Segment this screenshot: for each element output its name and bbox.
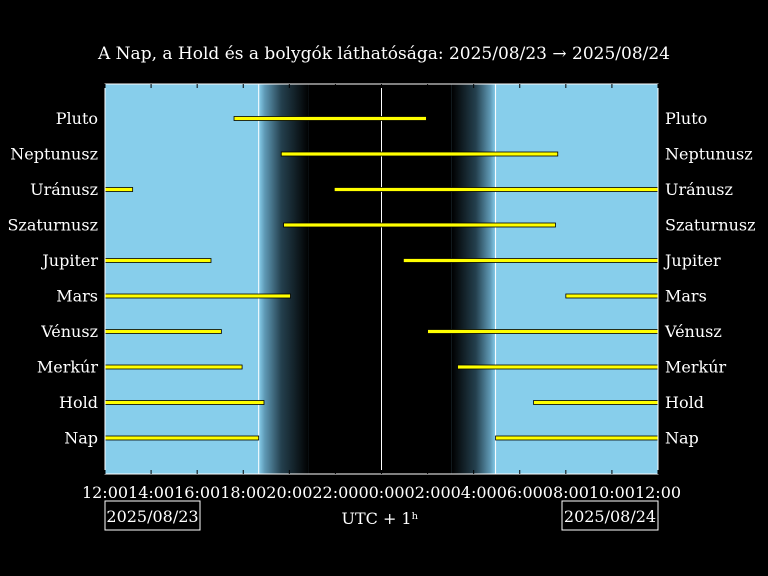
x-tick-label: 04:00 xyxy=(451,483,497,502)
date-label-left: 2025/08/23 xyxy=(104,500,201,531)
row-label-left: Szaturnusz xyxy=(7,216,98,235)
x-axis-label-text: UTC + 1ʰ xyxy=(341,509,418,528)
plot-area: Nap Nap Hold Hold Merkúr Merkúr Vénusz Vénusz Ma… xyxy=(7,83,756,502)
visibility-bar-vénusz-2 xyxy=(427,329,659,334)
row-label-right: Neptunusz xyxy=(665,145,753,164)
row-label-left: Jupiter xyxy=(40,251,98,270)
x-tick-label: 12:00 xyxy=(635,483,681,502)
chart-title: A Nap, a Hold és a bolygók láthatósága: … xyxy=(97,44,670,64)
row-label-right: Vénusz xyxy=(664,322,722,341)
twilight-dusk xyxy=(258,84,309,474)
visibility-bar-nap-1 xyxy=(104,435,260,441)
visibility-bar-hold-1 xyxy=(104,400,265,405)
visibility-bar-jupiter-2 xyxy=(402,258,659,263)
row-label-left: Uránusz xyxy=(30,180,98,199)
row-label-left: Hold xyxy=(59,393,98,412)
date-label-right: 2025/08/24 xyxy=(561,500,659,531)
row-label-left: Pluto xyxy=(56,109,98,128)
row-label-right: Merkúr xyxy=(665,358,727,377)
visibility-bar-uránusz-2 xyxy=(333,187,659,192)
x-tick-label: 00:00 xyxy=(358,483,404,502)
visibility-bar-uránusz-1 xyxy=(104,187,134,192)
x-tick-label: 06:00 xyxy=(497,483,543,502)
x-tick-label: 14:00 xyxy=(128,483,174,502)
visibility-bar-neptunusz-1 xyxy=(280,151,559,157)
row-label-left: Mars xyxy=(56,287,98,306)
x-axis-label: UTC + 1ʰ xyxy=(341,509,418,528)
x-tick-label: 02:00 xyxy=(405,483,451,502)
row-label-right: Uránusz xyxy=(665,180,733,199)
row-label-right: Szaturnusz xyxy=(665,216,756,235)
row-label-left: Merkúr xyxy=(37,358,99,377)
row-label-right: Nap xyxy=(665,429,699,448)
visibility-bar-hold-2 xyxy=(533,400,659,405)
row-label-right: Pluto xyxy=(665,109,707,128)
visibility-bar-szaturnusz-1 xyxy=(283,222,556,228)
visibility-bar-nap-2 xyxy=(495,435,659,441)
visibility-bar-merkúr-2 xyxy=(457,364,659,370)
visibility-bar-mars-2 xyxy=(565,293,659,299)
visibility-bar-merkúr-1 xyxy=(104,364,243,370)
visibility-bar-jupiter-1 xyxy=(104,258,212,263)
visibility-bar-pluto-1 xyxy=(233,116,427,121)
row-label-right: Mars xyxy=(665,287,707,306)
twilight-dawn xyxy=(451,84,496,474)
x-tick-label: 22:00 xyxy=(312,483,358,502)
x-tick-label: 16:00 xyxy=(174,483,220,502)
x-tick-label: 10:00 xyxy=(589,483,635,502)
visibility-bar-mars-1 xyxy=(104,293,291,299)
row-label-left: Nap xyxy=(64,429,98,448)
x-tick-label: 18:00 xyxy=(220,483,266,502)
x-tick-label: 20:00 xyxy=(266,483,312,502)
row-label-right: Hold xyxy=(665,393,704,412)
date-right-text: 2025/08/24 xyxy=(564,507,656,526)
x-tick-label: 12:00 xyxy=(82,483,128,502)
x-tick-label: 08:00 xyxy=(543,483,589,502)
visibility-bar-vénusz-1 xyxy=(104,329,222,334)
row-label-left: Vénusz xyxy=(40,322,98,341)
date-left-text: 2025/08/23 xyxy=(106,507,198,526)
row-label-right: Jupiter xyxy=(663,251,721,270)
night-background xyxy=(308,84,452,474)
row-label-left: Neptunusz xyxy=(10,145,98,164)
